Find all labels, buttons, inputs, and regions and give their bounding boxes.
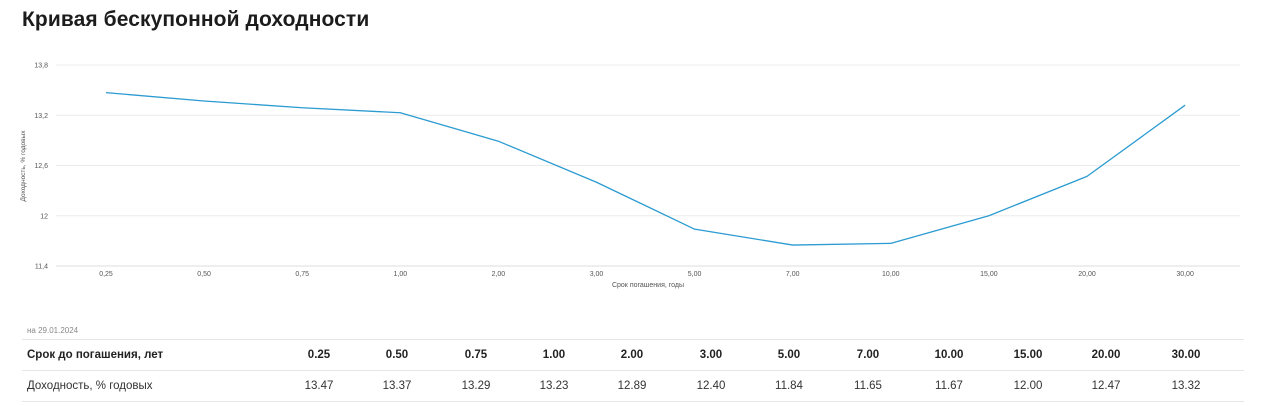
yield-cell: 11.65: [854, 380, 882, 392]
chart-series: [105, 91, 1186, 246]
x-tick-label: 20,00: [1078, 271, 1096, 278]
page-title: Кривая бескупонной доходности: [22, 8, 370, 31]
table-header-row: Срок до погашения, лет 0.25 0.50 0.75 1.00 2…: [22, 339, 1244, 370]
x-tick-label: 15,00: [980, 271, 998, 278]
chart-grid: [56, 64, 1240, 267]
y-tick-label: 13,2: [34, 113, 48, 120]
term-cell: 0.50: [385, 349, 409, 361]
y-axis-ticks: 11,4 12 12,6 13,2 13,8: [34, 63, 48, 271]
term-header-label: Срок до погашения, лет: [27, 349, 164, 361]
date-note: на 29.01.2024: [27, 326, 79, 335]
yield-cell: 13.47: [304, 380, 334, 392]
yield-row-label: Доходность, % годовых: [27, 380, 153, 392]
yield-cell: 13.37: [382, 380, 412, 392]
yield-cell: 13.32: [1171, 380, 1201, 392]
yield-cell: 13.29: [461, 380, 491, 392]
x-axis-label: Срок погашения, годы: [612, 282, 684, 289]
term-cell: 20.00: [1091, 349, 1121, 361]
term-cell: 7.00: [856, 349, 880, 361]
yield-cell: 12.89: [617, 380, 647, 392]
y-tick-label: 12,6: [34, 163, 48, 170]
term-cell: 15.00: [1013, 349, 1043, 361]
term-cell: 10.00: [934, 349, 964, 361]
y-tick-label: 13,8: [34, 63, 48, 70]
x-axis-ticks: 0,25 0,50 0,75 1,00 2,00 3,00 5,00 7,00 10,00 15,…: [99, 271, 1194, 278]
y-tick-label: 11,4: [35, 264, 48, 271]
x-tick-label: 7,00: [786, 271, 800, 278]
term-cell: 5.00: [777, 349, 801, 361]
yield-cell: 11.67: [935, 380, 963, 392]
yield-cell: 13.23: [539, 380, 569, 392]
y-axis-label: Доходность, % годовых: [20, 130, 27, 202]
term-cell: 30.00: [1171, 349, 1201, 361]
term-cell: 3.00: [699, 349, 723, 361]
yield-cell: 11.84: [775, 380, 803, 392]
yield-table: Срок до погашения, лет 0.25 0.50 0.75 1.00 2…: [22, 339, 1244, 402]
y-tick-label: 12: [40, 213, 48, 220]
x-tick-label: 5,00: [688, 271, 702, 278]
yield-cell: 12.47: [1091, 380, 1121, 392]
term-cell: 2.00: [620, 349, 644, 361]
x-tick-label: 3,00: [590, 271, 604, 278]
yield-cell: 12.00: [1013, 380, 1043, 392]
table-row: Доходность, % годовых 13.47 13.37 13.29 13.…: [22, 370, 1244, 402]
x-tick-label: 30,00: [1176, 271, 1194, 278]
series-line: [105, 91, 1186, 246]
x-tick-label: 0,25: [99, 271, 113, 278]
term-cell: 0.75: [464, 349, 488, 361]
x-tick-label: 1,00: [393, 271, 407, 278]
term-cell: 0.25: [307, 349, 331, 361]
x-tick-label: 2,00: [492, 271, 506, 278]
yield-curve-chart: 11,4 12 12,6 13,2 13,8 0,25 0,50 0,75 1,00 2,00 3…: [20, 63, 1240, 289]
yield-cell: 12.40: [696, 380, 726, 392]
x-tick-label: 10,00: [882, 271, 900, 278]
x-tick-label: 0,50: [197, 271, 211, 278]
x-tick-label: 0,75: [295, 271, 309, 278]
term-cell: 1.00: [542, 349, 566, 361]
